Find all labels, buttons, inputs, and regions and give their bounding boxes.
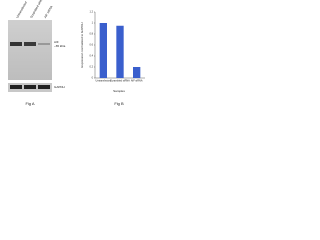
caption: Fig A xyxy=(25,101,34,106)
caption: Fig B xyxy=(114,101,124,106)
band xyxy=(38,85,50,89)
band xyxy=(24,42,36,46)
band-size: ~65 kDa xyxy=(54,44,66,48)
band xyxy=(24,85,36,89)
x-tick-label: Scrambled siRNA xyxy=(110,80,130,83)
y-tick-label: 0.2 xyxy=(90,66,94,69)
y-tick-label: 0.8 xyxy=(90,33,94,36)
band xyxy=(38,43,50,45)
bar xyxy=(99,23,107,78)
lane-label: Scrambled siRNA xyxy=(29,0,44,19)
figure: Untransfected Scrambled siRNA AIF siRNA … xyxy=(8,0,145,106)
lane-label: Untransfected xyxy=(15,0,28,18)
band xyxy=(10,42,22,46)
y-axis-title: Expression normalized to GAPDH xyxy=(80,22,84,67)
control-label: GAPDH xyxy=(54,85,65,89)
band xyxy=(10,85,22,89)
band-label: AIF xyxy=(54,40,59,44)
bar xyxy=(133,67,141,78)
x-axis-title: Samples xyxy=(113,89,125,93)
y-tick-label: 0.4 xyxy=(90,55,94,58)
blot-membrane xyxy=(8,20,52,80)
lane-label: AIF siRNA xyxy=(43,5,53,19)
y-tick-label: 1.2 xyxy=(90,11,94,14)
y-tick-label: 0 xyxy=(92,77,94,80)
x-tick-label: Untransfected xyxy=(96,80,112,83)
x-tick-label: AIF siRNA xyxy=(131,80,143,83)
bar xyxy=(116,25,124,78)
y-tick-label: 0.6 xyxy=(90,44,94,47)
y-tick-label: 1 xyxy=(92,22,94,25)
